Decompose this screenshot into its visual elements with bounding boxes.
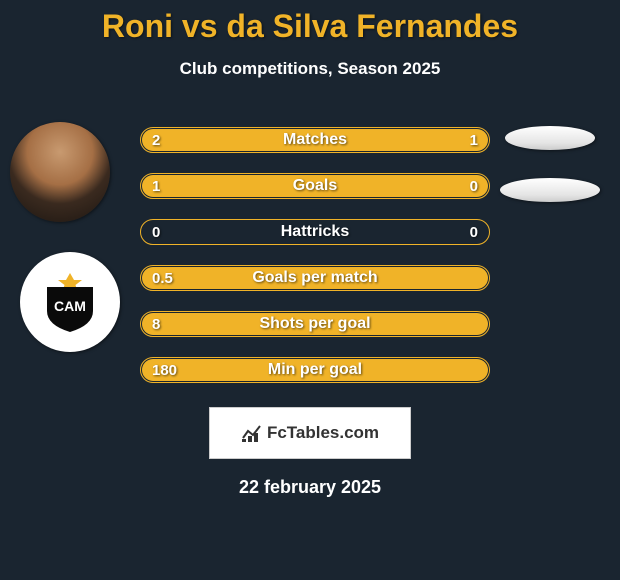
stats-panel: 2Matches11Goals00Hattricks00.5Goals per … [0, 117, 620, 393]
brand-box: FcTables.com [209, 407, 411, 459]
stat-row: 8Shots per goal [0, 301, 620, 347]
stat-bar-fill [142, 267, 488, 289]
stat-bar-right [418, 175, 488, 197]
stat-bar-right [370, 129, 488, 151]
infographic-container: Roni vs da Silva Fernandes Club competit… [0, 0, 620, 580]
stat-row: 2Matches1 [0, 117, 620, 163]
stat-bar-track [140, 265, 490, 291]
stat-bar-fill [142, 359, 488, 381]
stat-row: 0.5Goals per match [0, 255, 620, 301]
stat-row: 1Goals0 [0, 163, 620, 209]
stat-bar-track [140, 311, 490, 337]
stat-bar-track [140, 127, 490, 153]
brand-logo-icon [241, 423, 263, 443]
stat-bar-track [140, 357, 490, 383]
stat-bar-track [140, 219, 490, 245]
stat-bar-left [142, 175, 420, 197]
stat-row: 180Min per goal [0, 347, 620, 393]
date-label: 22 february 2025 [0, 477, 620, 498]
stat-row: 0Hattricks0 [0, 209, 620, 255]
stat-bar-track [140, 173, 490, 199]
stat-bar-left [142, 129, 372, 151]
stat-bar-fill [142, 313, 488, 335]
brand-text: FcTables.com [267, 423, 379, 443]
page-title: Roni vs da Silva Fernandes [0, 0, 620, 45]
page-subtitle: Club competitions, Season 2025 [0, 59, 620, 79]
